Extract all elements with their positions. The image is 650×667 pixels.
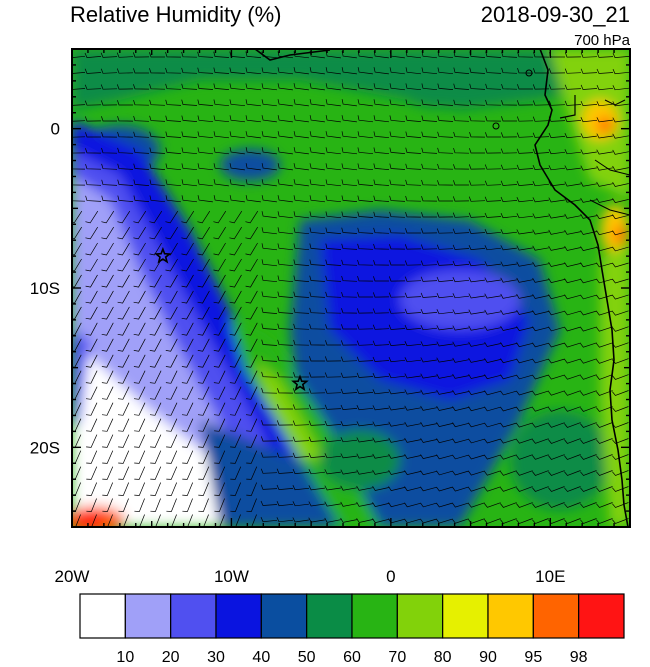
colorbar-label: 80 — [434, 649, 452, 666]
map-title: Relative Humidity (%) — [70, 2, 282, 27]
star-marker — [291, 374, 309, 392]
colorbar-label: 98 — [570, 649, 588, 666]
colorbar-swatch — [442, 593, 489, 639]
colorbar-swatch — [124, 593, 172, 639]
colorbar-label: 70 — [388, 649, 406, 666]
colorbar-label: 10 — [116, 649, 134, 666]
colorbar: 10 20 30 40 50 60 70 80 90 95 98 — [79, 593, 625, 666]
colorbar-swatch — [351, 593, 398, 639]
colorbar-swatch — [170, 593, 217, 639]
y-tick-label: 10S — [30, 279, 60, 298]
colorbar-swatch — [396, 593, 444, 639]
colorbar-label: 90 — [479, 649, 497, 666]
colorbar-label: 30 — [207, 649, 225, 666]
colorbar-swatch — [215, 593, 262, 639]
colorbar-swatch — [578, 593, 625, 639]
colorbar-label: 20 — [162, 649, 180, 666]
colorbar-label: 60 — [343, 649, 361, 666]
colorbar-swatch — [306, 593, 353, 639]
x-tick-label: 20W — [55, 567, 90, 586]
colorbar-label: 40 — [252, 649, 270, 666]
coastline — [254, 49, 629, 527]
pressure-level-label: 700 hPa — [574, 32, 631, 49]
y-tick-label: 0 — [51, 120, 60, 139]
colorbar-label: 50 — [298, 649, 316, 666]
datetime-label: 2018-09-30_21 — [481, 2, 630, 27]
colorbar-swatch — [532, 593, 580, 639]
humidity-field — [72, 49, 630, 527]
y-tick-label: 20S — [30, 438, 60, 457]
x-tick-label: 10W — [214, 567, 249, 586]
colorbar-swatch — [487, 593, 534, 639]
colorbar-swatch — [79, 593, 126, 639]
colorbar-label: 95 — [524, 649, 542, 666]
x-tick-label: 0 — [386, 567, 395, 586]
station-markers — [154, 246, 309, 392]
colorbar-swatch — [260, 593, 308, 639]
x-tick-label: 10E — [535, 567, 565, 586]
star-marker — [154, 246, 172, 264]
